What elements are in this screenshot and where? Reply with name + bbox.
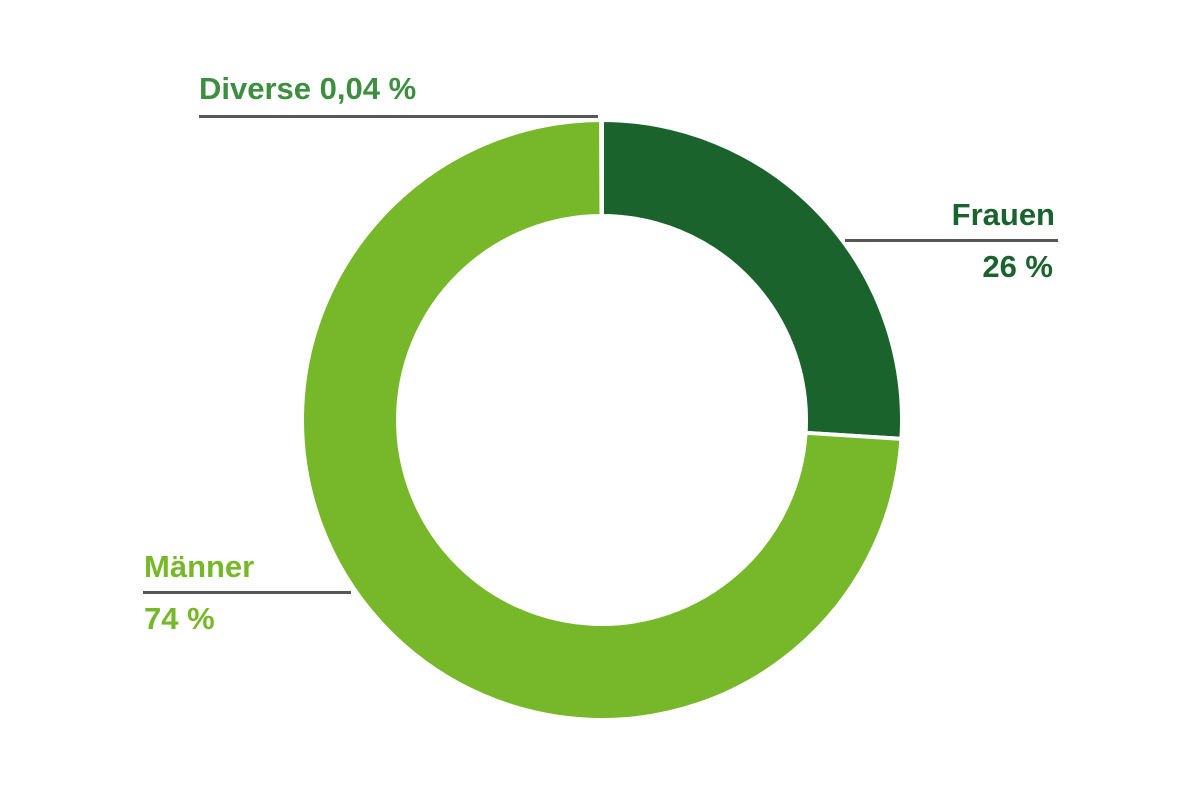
annotation-frauen-title: Frauen — [951, 197, 1055, 232]
pie-segment-diverse — [599, 117, 604, 219]
annotation-maenner-value: 74 % — [144, 601, 215, 636]
leader-line-frauen — [845, 239, 1058, 242]
pie-segment-maenner — [300, 117, 904, 722]
pie-segment-frauen — [600, 117, 904, 441]
annotation-maenner-title: Männer — [144, 549, 255, 584]
annotation-frauen-value: 26 % — [982, 249, 1053, 284]
leader-line-diverse — [199, 115, 598, 118]
annotation-diverse-label: Diverse 0,04 % — [199, 71, 417, 106]
leader-line-maenner — [143, 591, 351, 594]
